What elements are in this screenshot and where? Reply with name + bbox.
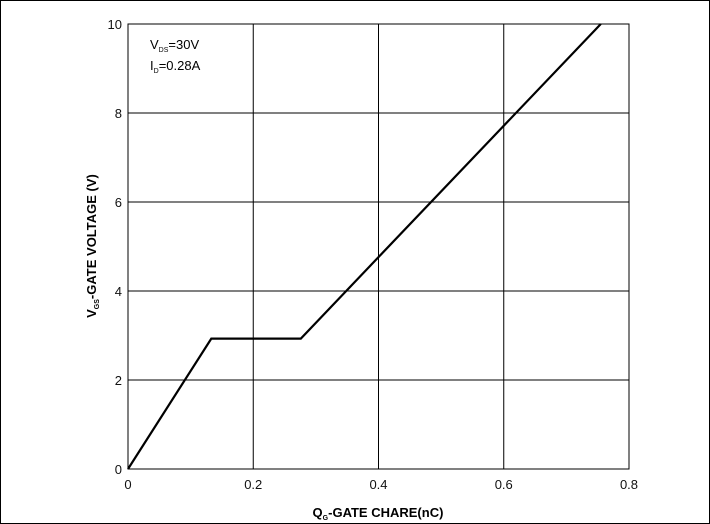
plot-area [127, 23, 630, 470]
x-tick-label: 0.8 [620, 477, 638, 492]
x-tick-label: 0.4 [369, 477, 387, 492]
y-tick-label: 6 [115, 195, 122, 210]
series-line [127, 23, 602, 470]
y-tick-labels: 0 2 4 6 8 10 [108, 17, 122, 477]
y-tick-label: 2 [115, 373, 122, 388]
y-axis-title: VGS-GATE VOLTAGE (V) [84, 174, 101, 318]
y-tick-label: 8 [115, 106, 122, 121]
x-tick-label: 0 [124, 477, 131, 492]
grid [127, 23, 630, 470]
annotation-vds: VDS=30V [150, 37, 199, 54]
y-tick-label: 4 [115, 284, 122, 299]
annotation-id: ID=0.28A [150, 58, 201, 75]
x-tick-label: 0.2 [244, 477, 262, 492]
y-tick-label: 10 [108, 17, 122, 32]
x-tick-label: 0.6 [495, 477, 513, 492]
x-axis-title: QG-GATE CHARE(nC) [313, 505, 444, 522]
x-tick-labels: 0 0.2 0.4 0.6 0.8 [124, 477, 638, 492]
y-tick-label: 0 [115, 462, 122, 477]
